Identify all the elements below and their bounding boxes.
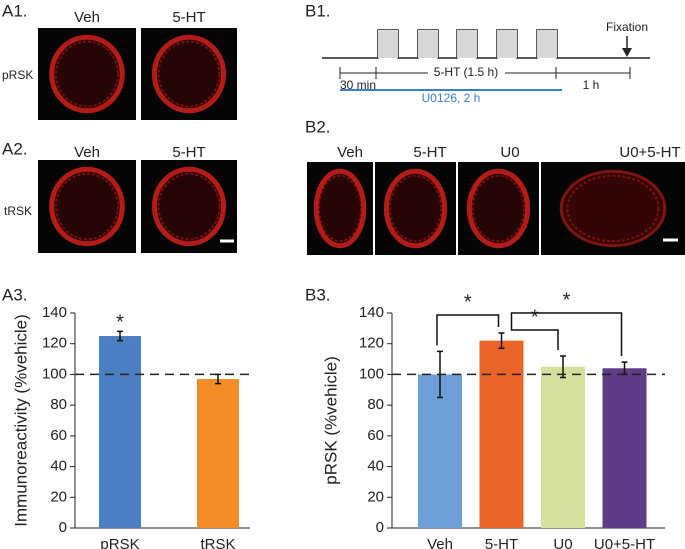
image-label: Veh xyxy=(74,144,100,161)
cell-ring xyxy=(313,168,367,249)
cell-ring xyxy=(566,174,660,243)
panel-label: A3. xyxy=(2,285,28,304)
panel-label: B3. xyxy=(305,285,331,304)
cell-haze xyxy=(469,171,528,246)
y-tick-label: 20 xyxy=(367,488,384,505)
y-tick-label: 40 xyxy=(367,458,384,475)
x-tick-label: U0 xyxy=(553,536,572,549)
image-label: 5-HT xyxy=(413,144,446,161)
significance-label: * xyxy=(531,306,539,328)
image-label: Veh xyxy=(337,144,363,161)
image-label: U0+5-HT xyxy=(619,144,680,161)
image-label: 5-HT xyxy=(172,9,205,26)
y-tick-label: 40 xyxy=(50,458,67,475)
panel-label: A2. xyxy=(2,139,28,158)
image-label: Veh xyxy=(74,9,100,26)
y-tick-label: 20 xyxy=(50,488,67,505)
cell-ring xyxy=(157,172,221,241)
y-tick-label: 140 xyxy=(359,304,384,321)
bar xyxy=(197,379,239,528)
cell-ring xyxy=(151,166,227,247)
x-tick-label: 5-HT xyxy=(485,536,518,549)
y-tick-label: 60 xyxy=(50,427,67,444)
cell-haze xyxy=(154,37,224,111)
row-label: tRSK xyxy=(4,204,32,218)
cell-haze xyxy=(51,169,123,244)
y-tick-label: 120 xyxy=(42,335,67,352)
significance-label: * xyxy=(464,291,472,313)
cell-haze xyxy=(154,169,224,244)
cell-ring xyxy=(383,168,448,249)
cell-ring xyxy=(157,40,221,108)
cell-ring xyxy=(559,169,667,248)
y-tick-label: 0 xyxy=(376,519,384,536)
cell-haze xyxy=(51,37,123,111)
y-tick-label: 100 xyxy=(42,365,67,382)
significance-bracket xyxy=(510,326,559,350)
cell-ring xyxy=(54,172,120,241)
cell-haze xyxy=(561,171,665,246)
bar xyxy=(479,340,524,528)
significance-bracket xyxy=(436,314,500,346)
y-tick-label: 140 xyxy=(42,304,67,321)
image-label: 5-HT xyxy=(172,144,205,161)
x-tick-label: pRSK xyxy=(100,536,139,549)
significance-label: * xyxy=(563,289,571,311)
cell-ring xyxy=(151,34,227,114)
y-tick-label: 60 xyxy=(367,427,384,444)
x-tick-label: tRSK xyxy=(200,536,235,549)
y-tick-label: 100 xyxy=(359,365,384,382)
cell-ring xyxy=(54,40,120,108)
x-tick-label: U0+5-HT xyxy=(594,536,655,549)
cell-ring xyxy=(466,168,531,249)
bar xyxy=(541,366,585,528)
y-axis-title: Immunoreactivity (%vehicle) xyxy=(11,314,30,527)
protocol xyxy=(322,29,650,91)
row-label: pRSK xyxy=(2,68,33,82)
cell-ring xyxy=(318,174,362,243)
panel-label: A1. xyxy=(2,1,28,20)
error-bar xyxy=(117,330,123,342)
bar xyxy=(99,336,141,528)
cell-ring xyxy=(49,34,125,114)
image-label: U0 xyxy=(500,144,519,161)
significance-bracket xyxy=(510,312,623,357)
panel-label: B1. xyxy=(305,1,331,20)
cell-ring xyxy=(49,166,125,247)
protocol-label: Fixation xyxy=(606,20,648,34)
panel-label: B2. xyxy=(305,117,331,136)
y-tick-label: 80 xyxy=(50,396,67,413)
significance-label: * xyxy=(116,312,124,334)
y-tick-label: 0 xyxy=(59,519,67,536)
cell-haze xyxy=(386,171,445,246)
protocol-label: 5-HT (1.5 h) xyxy=(434,65,498,79)
cell-ring xyxy=(388,174,443,243)
protocol-label: 1 h xyxy=(583,78,600,92)
bar xyxy=(418,374,462,528)
cell-haze xyxy=(316,171,364,246)
y-axis-title: pRSK (%vehicle) xyxy=(321,356,340,485)
bar xyxy=(602,368,647,528)
y-tick-label: 120 xyxy=(359,335,384,352)
protocol-label: 30 min xyxy=(340,78,376,92)
y-tick-label: 80 xyxy=(367,396,384,413)
error-bar xyxy=(498,332,505,350)
drug-label: U0126, 2 h xyxy=(422,91,481,105)
cell-ring xyxy=(471,174,526,243)
x-tick-label: Veh xyxy=(427,536,453,549)
